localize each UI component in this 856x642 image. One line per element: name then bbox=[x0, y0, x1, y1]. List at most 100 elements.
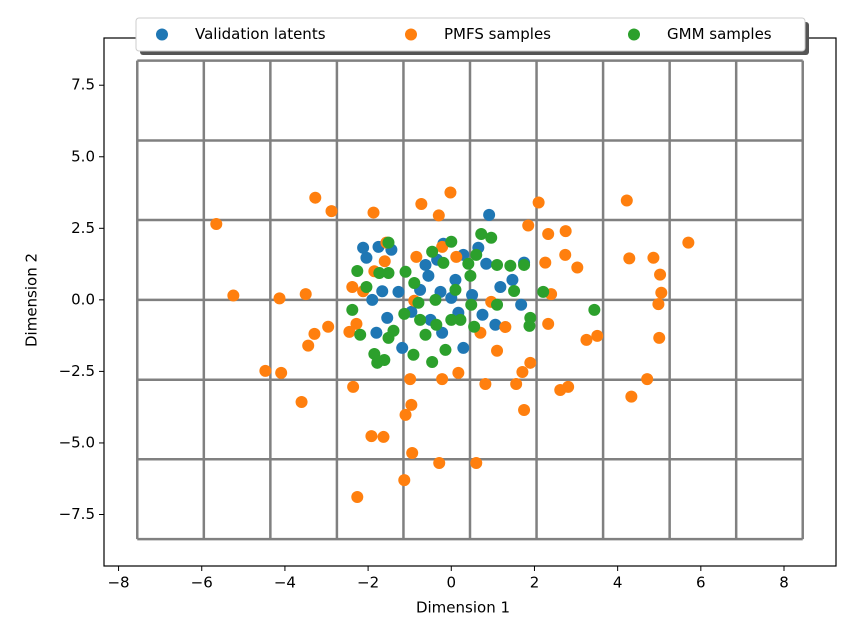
y-tick-label: 0.0 bbox=[71, 290, 95, 308]
data-point bbox=[346, 303, 359, 316]
data-point bbox=[414, 313, 427, 326]
x-axis-label: Dimension 1 bbox=[416, 599, 510, 617]
x-tick-label: −6 bbox=[191, 574, 213, 592]
data-point bbox=[422, 269, 435, 282]
data-point bbox=[559, 225, 572, 238]
x-tick-label: 2 bbox=[530, 574, 540, 592]
legend-marker bbox=[156, 28, 168, 41]
data-point bbox=[518, 258, 531, 271]
data-point bbox=[542, 317, 555, 330]
data-point bbox=[371, 356, 384, 369]
data-point bbox=[429, 293, 442, 306]
data-point bbox=[309, 191, 322, 204]
data-point bbox=[625, 390, 638, 403]
data-point bbox=[347, 380, 360, 393]
data-point bbox=[445, 235, 458, 248]
data-point bbox=[404, 373, 417, 386]
data-point bbox=[655, 286, 668, 299]
data-point bbox=[325, 205, 338, 218]
data-point bbox=[510, 377, 523, 390]
data-point bbox=[506, 273, 519, 286]
data-point bbox=[524, 356, 537, 369]
data-point bbox=[426, 245, 439, 258]
data-point bbox=[436, 373, 449, 386]
data-point bbox=[399, 408, 412, 421]
data-point bbox=[466, 288, 479, 301]
data-point bbox=[415, 197, 428, 210]
data-point bbox=[439, 343, 452, 356]
data-point bbox=[647, 251, 660, 264]
data-point bbox=[412, 296, 425, 309]
data-point bbox=[273, 292, 286, 305]
data-point bbox=[405, 398, 418, 411]
x-tick-label: −4 bbox=[274, 574, 296, 592]
data-point bbox=[373, 266, 386, 279]
data-point bbox=[491, 298, 504, 311]
data-point bbox=[275, 366, 288, 379]
data-point bbox=[378, 255, 391, 268]
legend-label: Validation latents bbox=[195, 25, 326, 43]
data-point bbox=[483, 208, 496, 221]
data-point bbox=[475, 228, 488, 241]
data-point bbox=[398, 307, 411, 320]
data-point bbox=[508, 284, 521, 297]
data-point bbox=[426, 355, 439, 368]
data-point bbox=[354, 328, 367, 341]
data-point bbox=[454, 313, 467, 326]
data-point bbox=[504, 259, 517, 272]
data-point bbox=[652, 298, 665, 311]
data-point bbox=[491, 344, 504, 357]
data-point bbox=[539, 256, 552, 269]
data-point bbox=[524, 311, 537, 324]
y-tick-label: 2.5 bbox=[71, 219, 95, 237]
y-tick-label: −7.5 bbox=[59, 505, 95, 523]
x-tick-label: 8 bbox=[779, 574, 789, 592]
data-point bbox=[479, 377, 492, 390]
data-point bbox=[457, 341, 470, 354]
data-point bbox=[346, 280, 359, 293]
data-point bbox=[542, 228, 555, 241]
data-point bbox=[387, 324, 400, 337]
data-point bbox=[398, 474, 411, 487]
x-tick-label: 6 bbox=[696, 574, 706, 592]
data-point bbox=[537, 285, 550, 298]
y-axis-label: Dimension 2 bbox=[23, 253, 41, 347]
data-point bbox=[588, 303, 601, 316]
data-point bbox=[462, 257, 475, 270]
legend-marker bbox=[628, 28, 640, 41]
data-point bbox=[259, 364, 272, 377]
data-point bbox=[350, 317, 363, 330]
legend-marker bbox=[405, 28, 417, 41]
data-point bbox=[408, 276, 421, 289]
data-point bbox=[623, 252, 636, 265]
data-point bbox=[410, 250, 423, 263]
data-point bbox=[518, 404, 531, 417]
data-point bbox=[641, 373, 654, 386]
data-point bbox=[449, 273, 462, 286]
data-point bbox=[522, 219, 535, 232]
data-point bbox=[227, 289, 240, 302]
data-point bbox=[419, 328, 432, 341]
data-point bbox=[351, 264, 364, 277]
data-point bbox=[620, 194, 633, 207]
data-point bbox=[406, 446, 419, 459]
data-point bbox=[464, 269, 477, 282]
legend-label: PMFS samples bbox=[444, 25, 551, 43]
data-point bbox=[370, 326, 383, 339]
data-point bbox=[499, 321, 512, 334]
data-point bbox=[308, 327, 321, 340]
data-point bbox=[470, 248, 483, 261]
data-point bbox=[396, 341, 409, 354]
data-point bbox=[653, 331, 666, 344]
data-point bbox=[591, 329, 604, 342]
data-point bbox=[485, 231, 498, 244]
data-point bbox=[360, 251, 373, 264]
data-point bbox=[449, 283, 462, 296]
data-point bbox=[559, 248, 572, 261]
data-point bbox=[515, 298, 528, 311]
data-point bbox=[366, 293, 379, 306]
data-point bbox=[351, 491, 364, 504]
data-point bbox=[343, 325, 356, 338]
y-tick-label: 7.5 bbox=[71, 76, 95, 94]
